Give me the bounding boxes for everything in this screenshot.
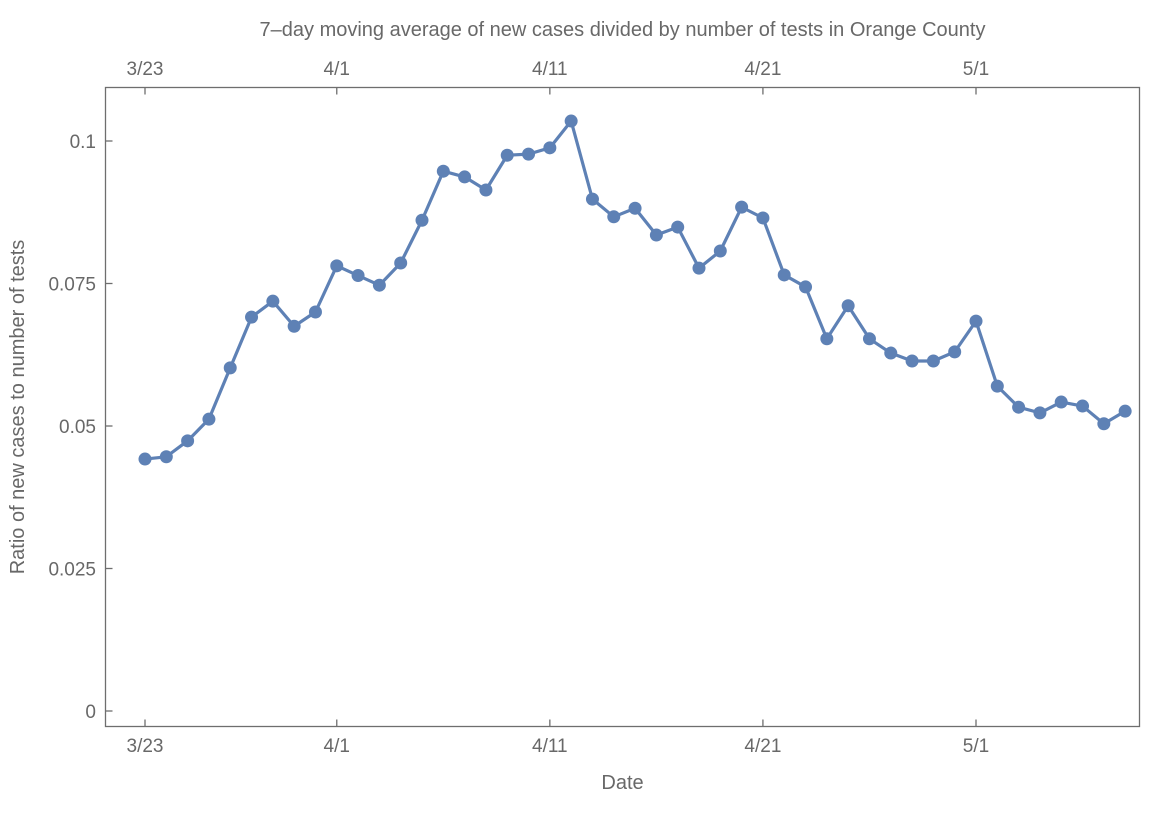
data-point	[820, 332, 834, 346]
data-point	[436, 164, 450, 178]
data-point	[756, 211, 770, 225]
data-point	[969, 314, 983, 328]
data-point	[671, 220, 685, 234]
x-tick-label-top: 3/23	[127, 59, 164, 80]
data-point	[948, 345, 962, 359]
data-point	[522, 147, 536, 161]
data-point	[884, 346, 898, 360]
x-tick-label-bottom: 4/1	[324, 736, 350, 757]
data-point	[926, 354, 940, 368]
data-point	[862, 332, 876, 346]
data-point	[372, 278, 386, 292]
data-point	[287, 319, 301, 333]
x-tick-label-bottom: 3/23	[127, 736, 164, 757]
data-point	[1033, 406, 1047, 420]
data-point	[351, 269, 365, 283]
data-point	[607, 210, 621, 224]
data-point	[777, 268, 791, 282]
x-tick-label-top: 4/1	[324, 59, 350, 80]
data-point	[1012, 400, 1026, 414]
data-point	[458, 170, 472, 184]
data-point	[138, 452, 152, 466]
data-point	[905, 354, 919, 368]
x-tick-label-bottom: 4/11	[532, 736, 568, 757]
data-point	[543, 141, 557, 155]
y-tick-label: 0	[85, 702, 96, 723]
x-tick-label-top: 5/1	[963, 59, 989, 80]
data-point	[564, 114, 578, 128]
chart-title: 7–day moving average of new cases divide…	[260, 19, 986, 41]
data-point	[692, 261, 706, 275]
y-axis-label: Ratio of new cases to number of tests	[7, 240, 29, 575]
x-axis-label: Date	[601, 772, 643, 794]
data-point	[223, 361, 237, 375]
x-tick-label-top: 4/21	[744, 59, 781, 80]
data-point	[585, 192, 599, 206]
data-point	[841, 299, 855, 313]
data-point	[159, 450, 173, 464]
data-point	[479, 183, 493, 197]
data-point	[1054, 395, 1068, 409]
data-point	[713, 244, 727, 258]
data-point	[500, 148, 514, 162]
data-point	[990, 379, 1004, 393]
data-point	[202, 412, 216, 426]
y-tick-label: 0.05	[59, 417, 96, 438]
data-point	[330, 259, 344, 273]
data-point	[1076, 399, 1090, 413]
data-point	[394, 256, 408, 270]
data-point	[799, 280, 813, 294]
y-tick-label: 0.075	[48, 275, 96, 296]
data-point	[415, 213, 429, 227]
y-tick-label: 0.025	[48, 560, 96, 581]
data-point	[181, 434, 195, 448]
data-point	[735, 200, 749, 214]
plot-frame	[104, 86, 1141, 728]
data-point	[245, 310, 259, 324]
x-tick-label-bottom: 5/1	[963, 736, 989, 757]
y-tick-label: 0.1	[70, 132, 96, 153]
x-tick-label-top: 4/11	[532, 59, 568, 80]
data-point	[628, 201, 642, 215]
series-line	[143, 119, 1127, 461]
data-point	[1118, 404, 1132, 418]
data-point	[1097, 417, 1111, 431]
data-point	[649, 228, 663, 242]
data-point	[308, 305, 322, 319]
x-tick-label-bottom: 4/21	[744, 736, 781, 757]
data-point	[266, 294, 280, 308]
